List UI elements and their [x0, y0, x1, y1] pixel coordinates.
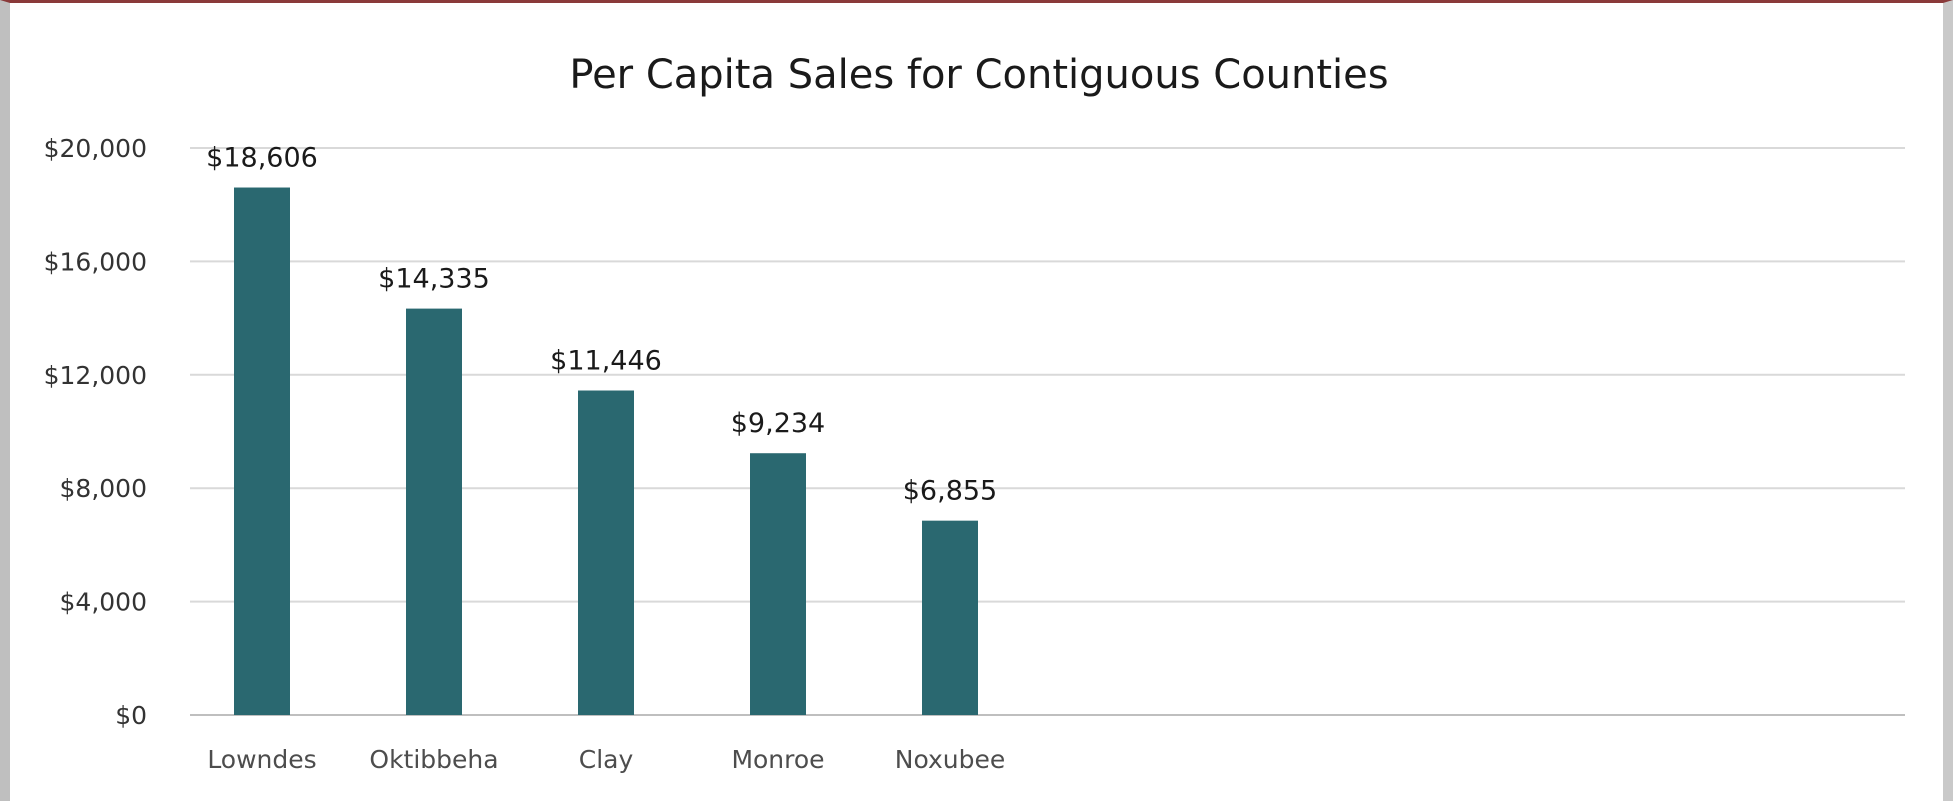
data-label: $14,335	[378, 264, 490, 295]
x-tick-label: Lowndes	[207, 745, 316, 774]
x-tick-label: Noxubee	[895, 745, 1006, 774]
x-tick-label: Monroe	[731, 745, 824, 774]
bar	[922, 520, 978, 715]
bar	[234, 187, 290, 715]
data-label: $6,855	[903, 476, 997, 507]
y-tick-label: $12,000	[44, 361, 147, 390]
data-label: $18,606	[206, 143, 318, 174]
data-labels: $18,606 $14,335 $11,446 $9,234 $6,855	[206, 143, 997, 507]
bar	[578, 390, 634, 715]
data-label: $11,446	[550, 346, 662, 377]
bar	[406, 308, 462, 715]
y-tick-label: $0	[115, 701, 147, 730]
bars	[234, 187, 978, 715]
x-axis-tick-labels: Lowndes Oktibbeha Clay Monroe Noxubee	[207, 745, 1005, 774]
bar	[750, 453, 806, 715]
y-tick-label: $8,000	[60, 474, 147, 503]
data-label: $9,234	[731, 408, 825, 439]
y-tick-label: $20,000	[44, 134, 147, 163]
y-tick-label: $4,000	[60, 588, 147, 617]
y-tick-label: $16,000	[44, 247, 147, 276]
chart-title: Per Capita Sales for Contiguous Counties	[569, 52, 1388, 98]
x-tick-label: Oktibbeha	[369, 745, 498, 774]
gridlines	[190, 147, 1905, 716]
x-tick-label: Clay	[579, 745, 634, 774]
y-axis-tick-labels: $0 $4,000 $8,000 $12,000 $16,000 $20,000	[44, 134, 147, 730]
